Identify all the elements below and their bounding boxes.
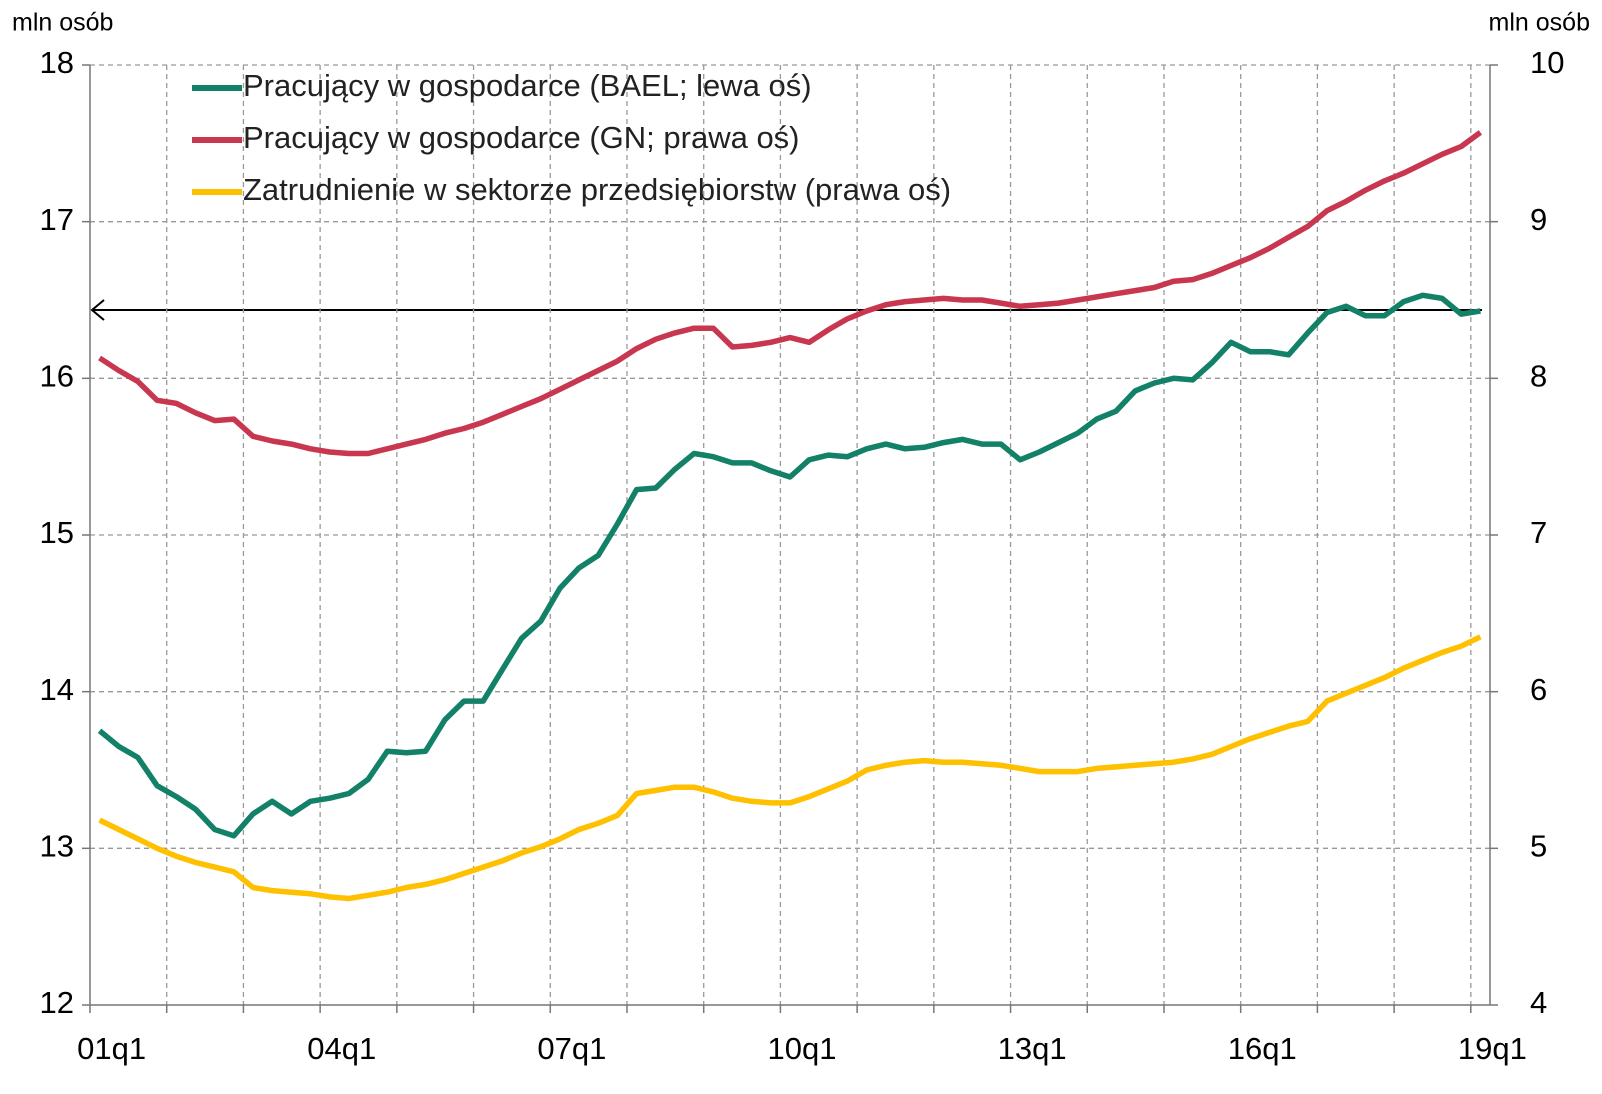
y2-tick-label: 10 — [1530, 45, 1564, 80]
y2-tick-label: 4 — [1530, 985, 1547, 1020]
x-tick-label: 10q1 — [768, 1031, 837, 1066]
y2-tick-label: 7 — [1530, 515, 1547, 550]
y2-tick-label: 9 — [1530, 202, 1547, 237]
x-tick-label: 04q1 — [307, 1031, 376, 1066]
x-tick-label: 07q1 — [537, 1031, 606, 1066]
series-line — [98, 634, 1482, 902]
y-axis-label: mln osób — [12, 9, 113, 37]
x-tick-label: 13q1 — [998, 1031, 1067, 1066]
arrow-head — [90, 299, 105, 321]
y2-tick-label: 5 — [1530, 829, 1547, 864]
y-tick-label: 13 — [40, 829, 74, 864]
y2-tick-label: 8 — [1530, 359, 1547, 394]
y-tick-label: 15 — [40, 515, 74, 550]
x-tick-label: 16q1 — [1228, 1031, 1297, 1066]
legend-label: Pracujący w gospodarce (BAEL; lewa oś) — [243, 68, 812, 103]
x-tick-label: 19q1 — [1458, 1031, 1527, 1066]
y2-tick-label: 6 — [1530, 672, 1547, 707]
y-tick-label: 12 — [40, 985, 74, 1020]
y2-axis-label: mln osób — [1489, 9, 1590, 37]
legend-label: Zatrudnienie w sektorze przedsiębiorstw … — [243, 172, 951, 207]
x-tick-label: 01q1 — [77, 1031, 146, 1066]
series-line — [97, 292, 1481, 839]
y-tick-label: 14 — [40, 672, 74, 707]
series-line — [98, 130, 1483, 457]
y-tick-label: 16 — [40, 359, 74, 394]
y-tick-label: 18 — [40, 45, 74, 80]
y-tick-label: 17 — [40, 202, 74, 237]
legend-label: Pracujący w gospodarce (GN; prawa oś) — [243, 120, 800, 155]
